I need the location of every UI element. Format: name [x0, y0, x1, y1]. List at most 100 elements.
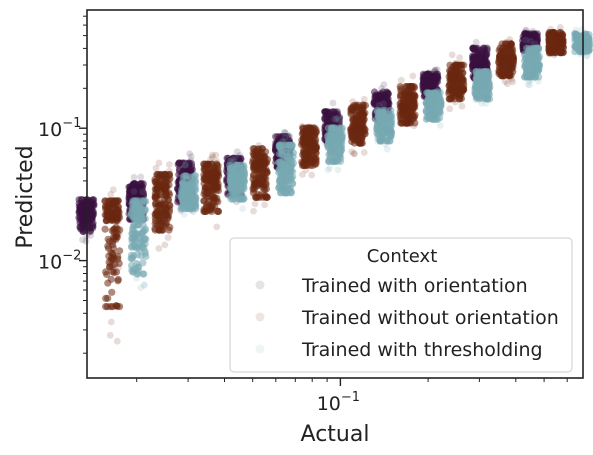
data-point-outlier — [130, 188, 138, 195]
data-point-outlier — [109, 200, 116, 208]
data-point-outlier — [76, 212, 84, 220]
data-point-outlier — [137, 284, 145, 292]
data-point-outlier — [381, 96, 388, 104]
data-point-outlier — [447, 84, 455, 92]
data-point-outlier — [180, 180, 188, 188]
data-point-outlier — [334, 166, 342, 174]
data-point-outlier — [555, 30, 563, 37]
data-point-outlier — [251, 200, 259, 208]
x-axis-label: Actual — [301, 422, 370, 447]
data-point-outlier — [535, 77, 542, 85]
data-point-outlier — [522, 55, 530, 63]
data-point — [180, 172, 188, 180]
data-point-outlier — [154, 204, 162, 211]
data-point-outlier — [360, 149, 368, 156]
points-layer — [75, 24, 593, 345]
data-point-outlier — [258, 153, 266, 161]
data-point — [183, 187, 191, 195]
data-point-outlier — [165, 177, 173, 185]
data-point-outlier — [115, 216, 122, 224]
data-point-outlier — [130, 173, 138, 181]
data-point-outlier — [325, 141, 332, 148]
legend-title: Context — [367, 246, 438, 267]
data-point-outlier — [110, 303, 117, 311]
data-point-outlier — [324, 166, 332, 174]
data-point-outlier — [115, 230, 123, 238]
data-point-outlier — [495, 63, 503, 71]
data-point-outlier — [311, 139, 319, 147]
data-point-outlier — [350, 107, 358, 115]
y-tick-label: 10−1 — [38, 116, 81, 141]
data-point-outlier — [113, 337, 121, 345]
data-point-outlier — [162, 197, 169, 205]
data-point-outlier — [155, 245, 163, 252]
data-point-outlier — [329, 157, 336, 165]
data-point-outlier — [213, 171, 221, 179]
data-point-outlier — [373, 94, 381, 101]
data-point — [108, 288, 116, 296]
data-point-outlier — [279, 138, 287, 145]
data-point-outlier — [250, 207, 257, 215]
data-point — [116, 303, 124, 311]
data-point-outlier — [207, 177, 214, 185]
data-point-outlier — [132, 189, 140, 197]
data-point-outlier — [286, 155, 294, 163]
data-point-outlier — [535, 49, 542, 56]
data-point-outlier — [129, 265, 137, 273]
data-point — [107, 275, 115, 283]
data-point-outlier — [478, 78, 486, 85]
data-point-outlier — [329, 147, 336, 155]
data-point-outlier — [132, 244, 140, 252]
data-point — [107, 249, 115, 257]
data-point-outlier — [424, 77, 431, 85]
data-point-outlier — [106, 260, 114, 267]
data-point-outlier — [423, 84, 430, 91]
data-point-outlier — [426, 72, 434, 79]
data-point-outlier — [131, 189, 139, 197]
data-point-outlier — [131, 190, 139, 198]
data-point — [479, 44, 487, 52]
data-point-outlier — [239, 205, 247, 213]
data-point — [321, 116, 329, 124]
data-point-outlier — [559, 48, 566, 56]
data-point-outlier — [231, 169, 239, 177]
data-point-outlier — [406, 115, 414, 122]
data-point-outlier — [378, 85, 385, 92]
data-point-outlier — [409, 98, 417, 106]
data-point — [151, 226, 159, 234]
data-point-outlier — [382, 91, 390, 99]
data-point — [185, 159, 193, 167]
data-point-outlier — [130, 188, 138, 196]
data-point — [231, 155, 240, 163]
data-point — [275, 150, 284, 158]
data-point-outlier — [107, 318, 115, 326]
data-point-outlier — [356, 107, 364, 114]
data-point — [86, 202, 94, 210]
data-point-outlier — [546, 50, 553, 58]
y-axis-label: Predicted — [13, 145, 38, 248]
data-point-outlier — [276, 160, 283, 168]
data-point-outlier — [578, 26, 586, 33]
data-point-outlier — [230, 176, 238, 183]
data-point — [355, 139, 363, 147]
data-point-outlier — [281, 129, 289, 137]
data-point-outlier — [106, 331, 114, 339]
data-point-outlier — [330, 136, 338, 143]
data-point-outlier — [187, 157, 195, 165]
data-point-outlier — [481, 54, 489, 62]
data-point-outlier — [456, 95, 464, 102]
data-point-outlier — [383, 115, 390, 123]
data-point-outlier — [158, 221, 166, 229]
data-point-outlier — [358, 126, 366, 134]
data-point — [280, 136, 289, 144]
data-point-outlier — [506, 39, 514, 46]
data-point — [327, 113, 335, 122]
data-point-outlier — [410, 122, 418, 130]
data-point-outlier — [509, 78, 516, 86]
data-point-outlier — [428, 72, 436, 80]
data-point-outlier — [238, 170, 246, 178]
data-point — [102, 268, 110, 276]
data-point-outlier — [165, 161, 173, 168]
data-point — [151, 220, 159, 228]
data-point-outlier — [298, 124, 306, 132]
